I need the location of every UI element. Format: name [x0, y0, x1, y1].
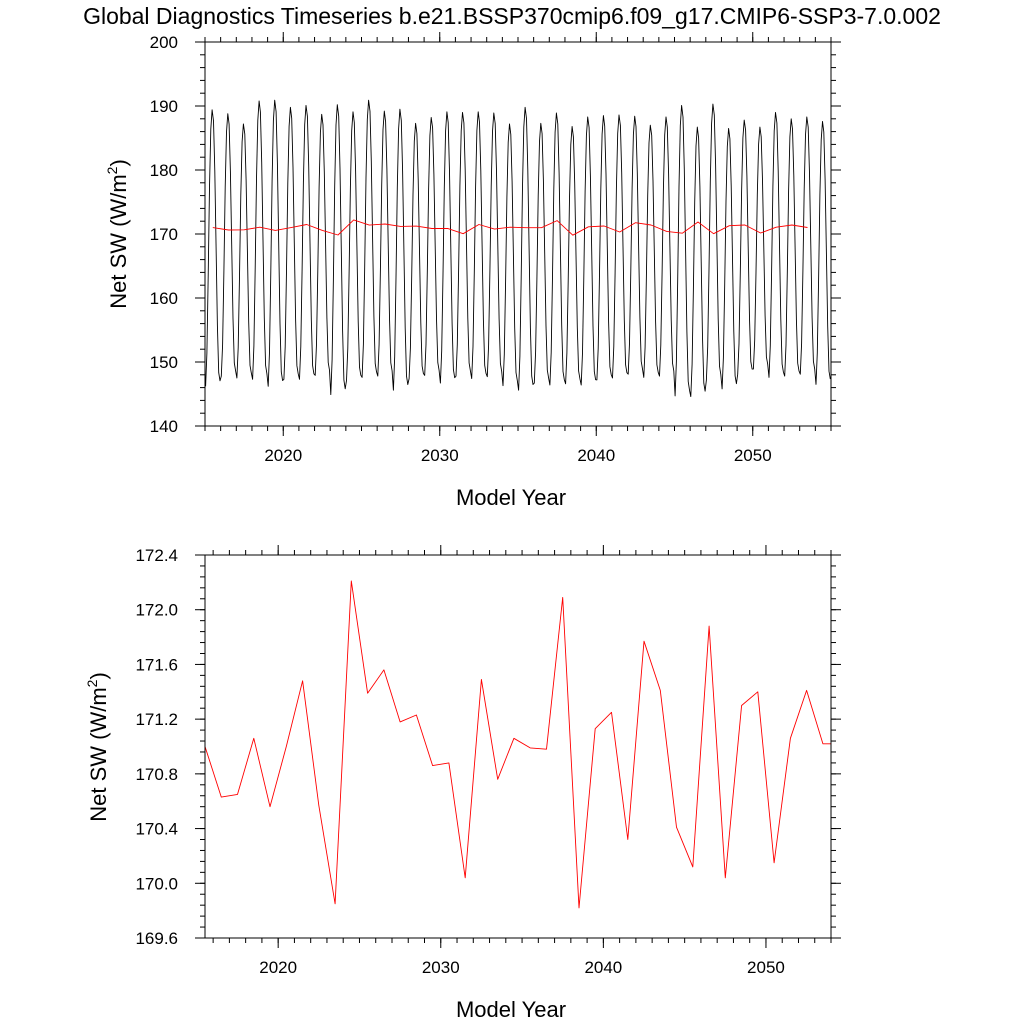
figure-title: Global Diagnostics Timeseries b.e21.BSSP… [83, 3, 941, 29]
bottom-series-line-0 [204, 580, 831, 909]
bottom-y-tick-label: 172.4 [135, 546, 178, 565]
top-y-tick-label: 180 [150, 161, 178, 180]
bottom-x-tick-label: 2030 [422, 958, 460, 977]
bottom-series [204, 580, 831, 909]
top-y-axis-label-close: ) [106, 159, 131, 166]
top-y-axis-label-main: Net SW (W/m [106, 174, 131, 308]
top-y-axis-label-exponent: 2 [104, 166, 120, 174]
top-x-tick-label: 2030 [421, 446, 459, 465]
bottom-y-tick-label: 169.6 [135, 929, 178, 948]
bottom-y-tick-label: 171.6 [135, 655, 178, 674]
bottom-major-ticks [195, 545, 841, 948]
top-y-tick-label: 160 [150, 289, 178, 308]
top-y-tick-label: 150 [150, 353, 178, 372]
top-y-tick-label: 190 [150, 97, 178, 116]
top-series-line-1 [212, 219, 808, 236]
bottom-tick-labels: 2020 2030 2040 2050 169.6 170.0 170.4 170.8 171.… [135, 546, 784, 977]
bottom-x-tick-label: 2040 [584, 958, 622, 977]
top-y-axis-label: Net SW (W/m2) [104, 159, 131, 309]
bottom-minor-ticks [200, 550, 836, 943]
top-series-line-0 [205, 99, 831, 398]
bottom-y-axis-label-close: ) [86, 672, 111, 679]
top-panel: 2020 2030 2040 2050 140 150 160 170 180 190 200 Mo… [104, 32, 841, 510]
top-y-tick-label: 170 [150, 225, 178, 244]
bottom-y-tick-label: 170.0 [135, 874, 178, 893]
top-tick-labels: 2020 2030 2040 2050 140 150 160 170 180 190 200 [150, 33, 772, 465]
bottom-x-tick-label: 2050 [747, 958, 785, 977]
bottom-x-tick-label: 2020 [259, 958, 297, 977]
bottom-y-tick-label: 171.2 [135, 710, 178, 729]
bottom-y-axis-label: Net SW (W/m2) [84, 672, 111, 822]
top-y-tick-label: 200 [150, 33, 178, 52]
top-plot-frame [204, 41, 832, 427]
bottom-y-tick-label: 170.4 [135, 820, 178, 839]
top-x-axis-label: Model Year [456, 485, 566, 510]
bottom-y-axis-label-exponent: 2 [84, 679, 100, 687]
top-x-tick-label: 2050 [734, 446, 772, 465]
top-series [205, 99, 831, 398]
top-x-tick-label: 2020 [264, 446, 302, 465]
bottom-plot-frame [204, 554, 832, 939]
bottom-y-axis-label-main: Net SW (W/m [86, 687, 111, 821]
bottom-x-axis-label: Model Year [456, 997, 566, 1022]
top-y-tick-label: 140 [150, 417, 178, 436]
bottom-y-tick-label: 170.8 [135, 765, 178, 784]
bottom-y-tick-label: 172.0 [135, 601, 178, 620]
top-x-tick-label: 2040 [577, 446, 615, 465]
top-major-ticks [195, 32, 841, 436]
bottom-panel: 2020 2030 2040 2050 169.6 170.0 170.4 170.8 171.… [84, 545, 841, 1022]
